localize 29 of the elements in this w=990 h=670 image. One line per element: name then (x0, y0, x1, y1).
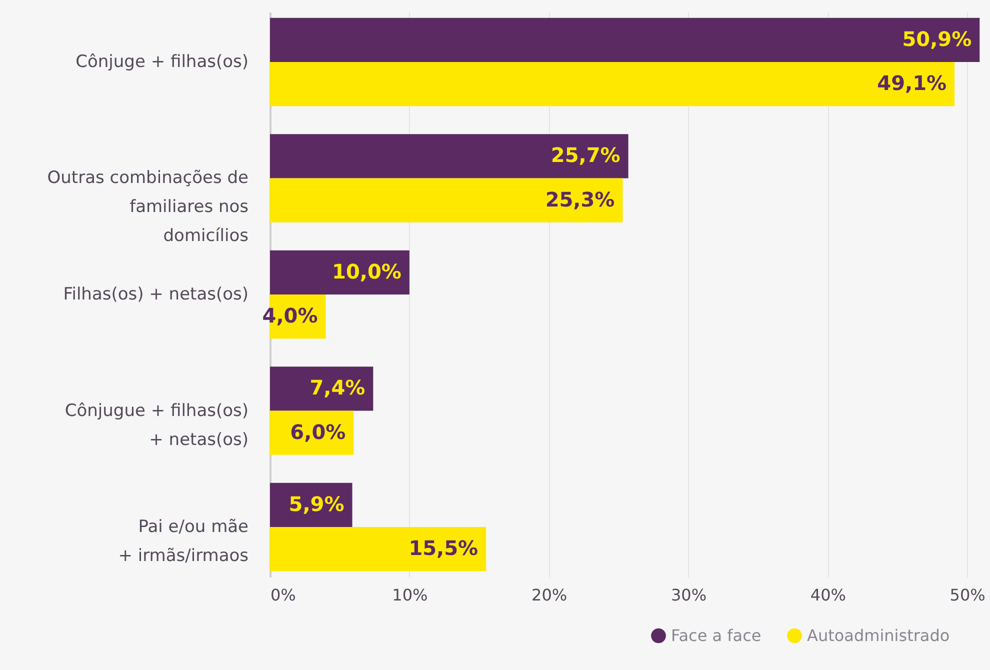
bar (270, 18, 980, 62)
data-label: 15,5% (408, 536, 478, 560)
bar (270, 178, 623, 222)
data-label: 6,0% (290, 420, 346, 444)
bar (270, 527, 486, 572)
data-label: 50,9% (902, 26, 972, 51)
legend-label: Autoadministrado (807, 626, 950, 645)
data-label: 25,3% (545, 187, 615, 212)
y-tick-label: Outras combinações de familiares nos domicílios (47, 168, 249, 246)
legend-label: Face a face (671, 626, 762, 645)
bar (270, 134, 628, 178)
y-tick-label: Cônjuge + filhas(os) (76, 52, 248, 72)
x-tick-label: 20% (532, 586, 568, 604)
data-label: 5,9% (288, 492, 344, 516)
x-tick-label: 50% (950, 586, 986, 604)
data-label: 25,7% (550, 143, 620, 168)
bar (270, 250, 410, 294)
x-tick-label: 40% (810, 586, 846, 604)
x-tick-label: 30% (670, 586, 707, 604)
y-tick-label: Filhas(os) + netas(os) (63, 284, 248, 304)
data-label: 49,1% (877, 71, 947, 96)
bar (270, 366, 374, 411)
data-label: 10,0% (332, 259, 402, 284)
bar (270, 62, 955, 106)
y-tick-label: Pai e/ou mãe + irmãs/irmaos (118, 517, 249, 566)
x-tick-label: 10% (392, 586, 428, 604)
x-tick-label: 0% (270, 586, 296, 604)
data-label: 7,4% (310, 376, 366, 400)
y-tick-label: Cônjugue + filhas(os) + netas(os) (64, 400, 248, 450)
